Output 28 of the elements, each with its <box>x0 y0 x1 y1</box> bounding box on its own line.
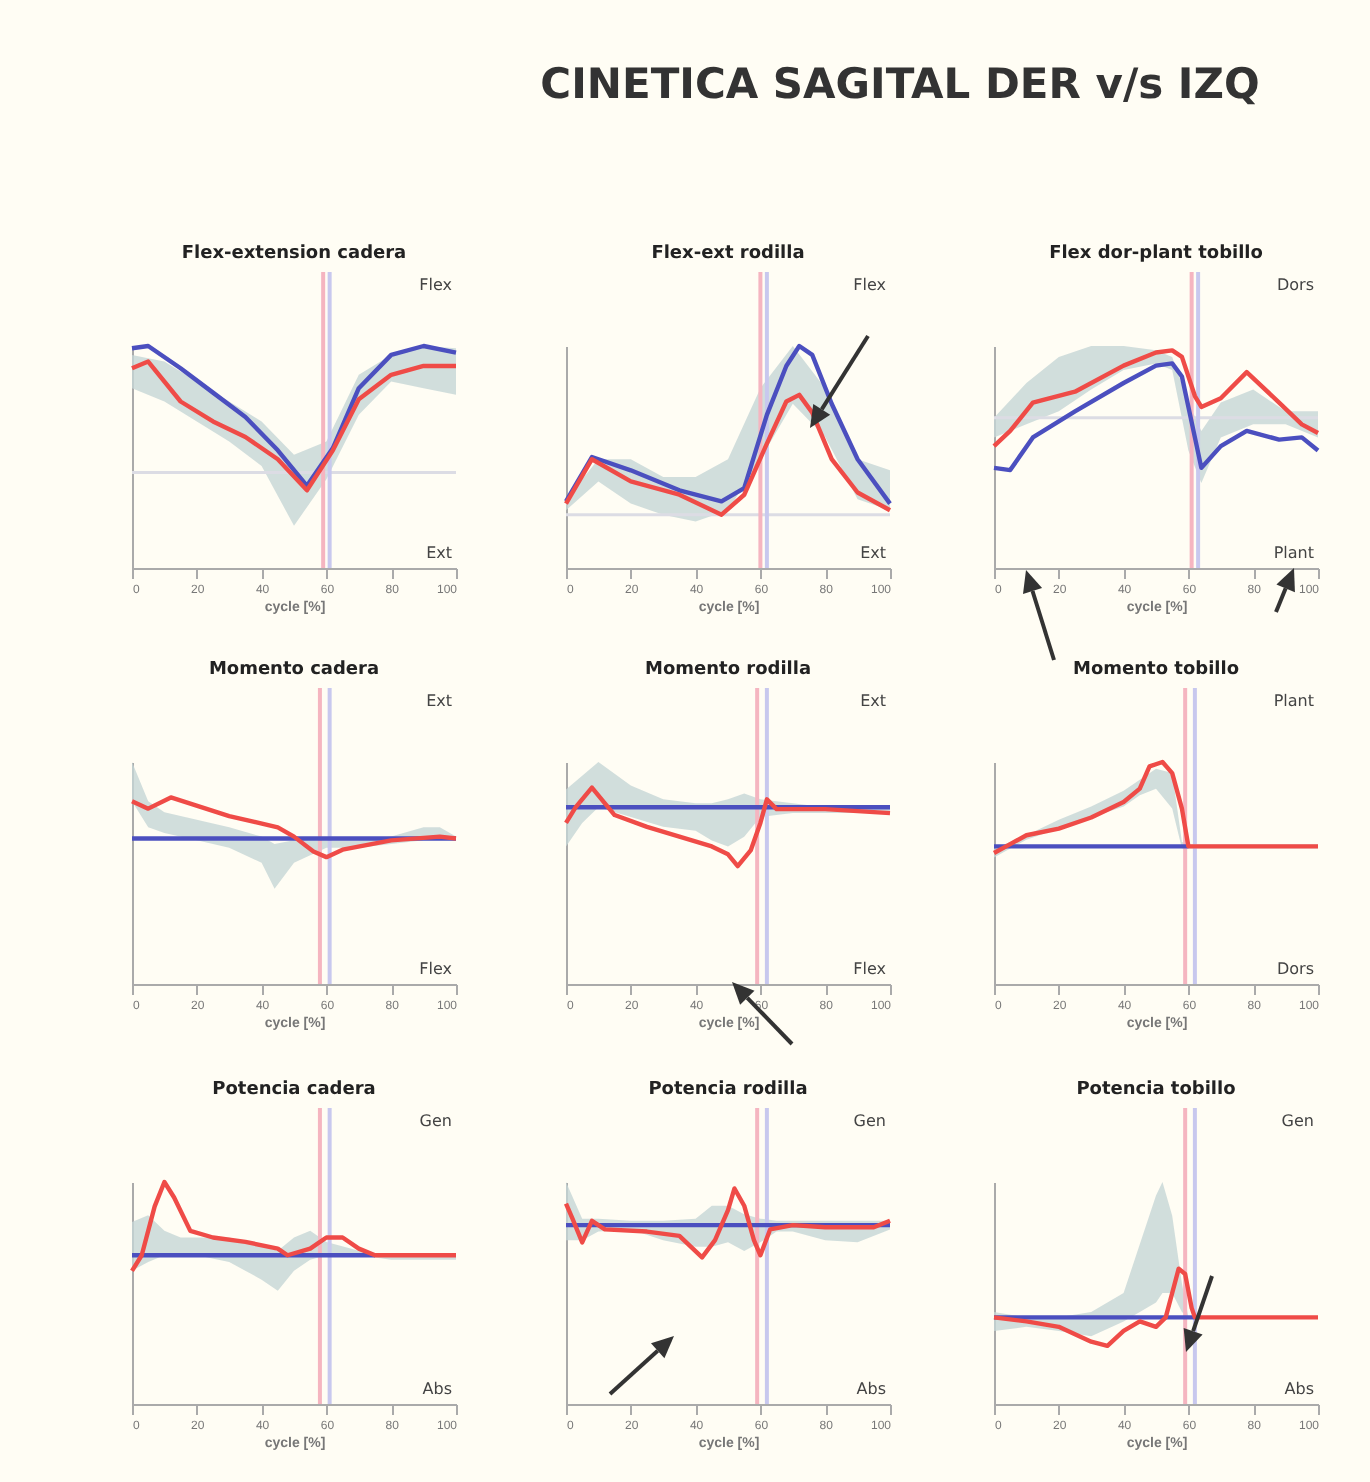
chart-title: Momento tobillo <box>1072 660 1240 680</box>
annotation: Abs <box>856 1380 886 1398</box>
text: Gen <box>419 1112 452 1130</box>
annotation: Plant <box>1273 544 1314 562</box>
annotation: Ext <box>860 544 886 562</box>
annotation: Flex <box>853 960 887 978</box>
text: Gen <box>1281 1112 1314 1130</box>
annotation: Flex <box>419 960 453 978</box>
chart-title: Momento rodilla <box>644 660 812 680</box>
chart-title: Potencia tobillo <box>1076 1080 1236 1100</box>
annotation: Ext <box>426 544 452 562</box>
chart-title: Momento cadera <box>208 660 380 680</box>
text: Flex <box>419 276 453 294</box>
chart-title: Flex dor-plant tobillo <box>1049 244 1263 264</box>
chart-title: Potencia rodilla <box>648 1080 808 1100</box>
chart-title: Flex-ext rodilla <box>651 244 805 264</box>
text: Flex <box>853 276 887 294</box>
chart-title: Flex-extension cadera <box>181 244 407 264</box>
text: Plant <box>1273 692 1314 710</box>
text: Ext <box>860 692 886 710</box>
annotation: Abs <box>1284 1380 1314 1398</box>
annotation: Dors <box>1276 960 1314 978</box>
text: CINETICA SAGITAL DER v/s IZQ <box>538 60 1262 108</box>
annotation: Abs <box>422 1380 452 1398</box>
text: Dors <box>1276 276 1314 294</box>
chart-title: Potencia cadera <box>212 1080 376 1100</box>
text: Ext <box>426 692 452 710</box>
text: Gen <box>853 1112 886 1130</box>
